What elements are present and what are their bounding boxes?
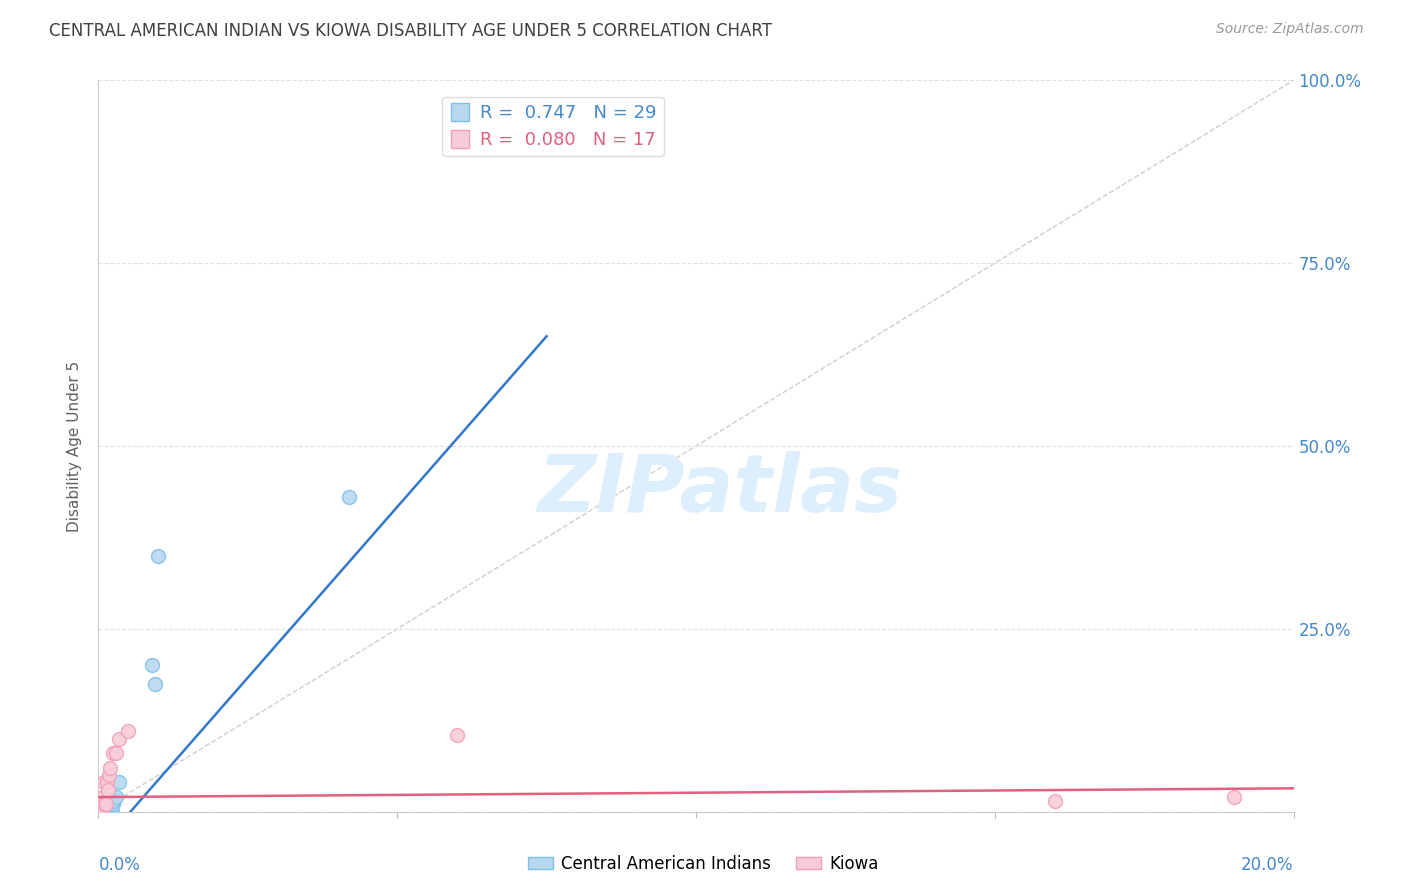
Point <box>103 746 125 760</box>
Point <box>94 805 117 819</box>
Point <box>96 775 118 789</box>
Legend: R =  0.747   N = 29, R =  0.080   N = 17: R = 0.747 N = 29, R = 0.080 N = 17 <box>441 96 664 156</box>
Point <box>97 782 120 797</box>
Text: 0.0%: 0.0% <box>98 855 141 873</box>
Point <box>1223 790 1246 805</box>
Point <box>117 724 139 739</box>
Point <box>93 805 115 819</box>
Point <box>96 805 118 819</box>
Point <box>148 549 170 563</box>
Point <box>94 805 117 819</box>
Point <box>98 768 121 782</box>
Point <box>108 775 131 789</box>
Point <box>339 490 361 504</box>
Point <box>94 797 117 812</box>
Point <box>446 728 468 742</box>
Point <box>101 797 124 812</box>
Point <box>98 805 122 819</box>
Point <box>105 790 128 805</box>
Y-axis label: Disability Age Under 5: Disability Age Under 5 <box>67 360 83 532</box>
Point <box>98 761 122 775</box>
Text: CENTRAL AMERICAN INDIAN VS KIOWA DISABILITY AGE UNDER 5 CORRELATION CHART: CENTRAL AMERICAN INDIAN VS KIOWA DISABIL… <box>49 22 772 40</box>
Point <box>108 731 131 746</box>
Text: 20.0%: 20.0% <box>1241 855 1294 873</box>
Point <box>90 805 112 819</box>
Point <box>103 794 125 808</box>
Point <box>143 676 166 690</box>
Point <box>93 805 115 819</box>
Point <box>105 746 128 760</box>
Text: Source: ZipAtlas.com: Source: ZipAtlas.com <box>1216 22 1364 37</box>
Point <box>97 805 120 819</box>
Legend: Central American Indians, Kiowa: Central American Indians, Kiowa <box>520 848 886 880</box>
Point <box>91 805 114 819</box>
Point <box>100 805 122 819</box>
Point <box>101 797 124 812</box>
Point <box>1043 794 1066 808</box>
Text: ZIPatlas: ZIPatlas <box>537 450 903 529</box>
Point <box>90 805 112 819</box>
Point <box>97 805 120 819</box>
Point <box>93 775 115 789</box>
Point <box>98 805 121 819</box>
Point <box>91 790 114 805</box>
Point <box>96 805 118 819</box>
Point <box>89 805 111 819</box>
Point <box>98 805 121 819</box>
Point <box>93 797 115 812</box>
Point <box>93 805 115 819</box>
Point <box>89 805 111 819</box>
Point <box>141 658 163 673</box>
Point <box>91 805 114 819</box>
Point <box>100 805 122 819</box>
Point <box>91 805 114 819</box>
Point <box>96 805 118 819</box>
